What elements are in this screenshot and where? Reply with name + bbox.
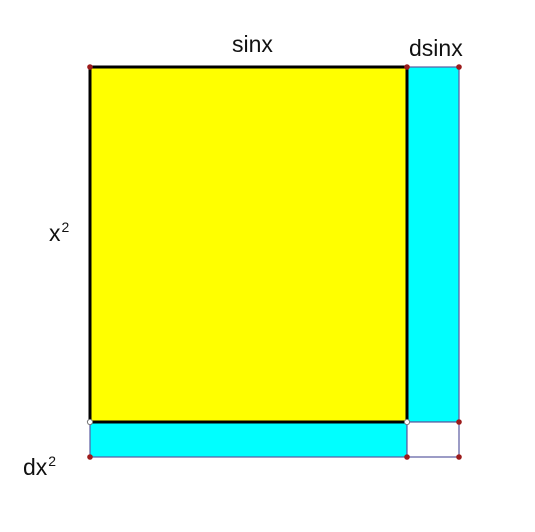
vertex-point — [456, 454, 462, 460]
vertex-point — [404, 64, 410, 70]
vertex-point — [87, 64, 93, 70]
right-strip — [406, 66, 460, 423]
label-x-squared: x2 — [49, 219, 70, 246]
label-sinx: sinx — [232, 31, 273, 57]
label-dsinx: dsinx — [409, 35, 463, 61]
vertex-point — [456, 419, 462, 425]
vertex-point-hollow — [403, 418, 411, 426]
vertex-point — [87, 454, 93, 460]
main-square — [88, 65, 409, 424]
label-dx-squared: dx2 — [23, 453, 57, 480]
vertex-point-hollow — [86, 418, 94, 426]
vertex-point — [456, 64, 462, 70]
vertex-point — [404, 454, 410, 460]
label-dx-base: dx — [23, 454, 48, 480]
label-x-exponent: 2 — [61, 219, 70, 235]
label-dx-exponent: 2 — [48, 453, 57, 469]
label-x-base: x — [49, 220, 61, 246]
bottom-strip — [89, 421, 408, 458]
corner-square — [406, 421, 460, 458]
